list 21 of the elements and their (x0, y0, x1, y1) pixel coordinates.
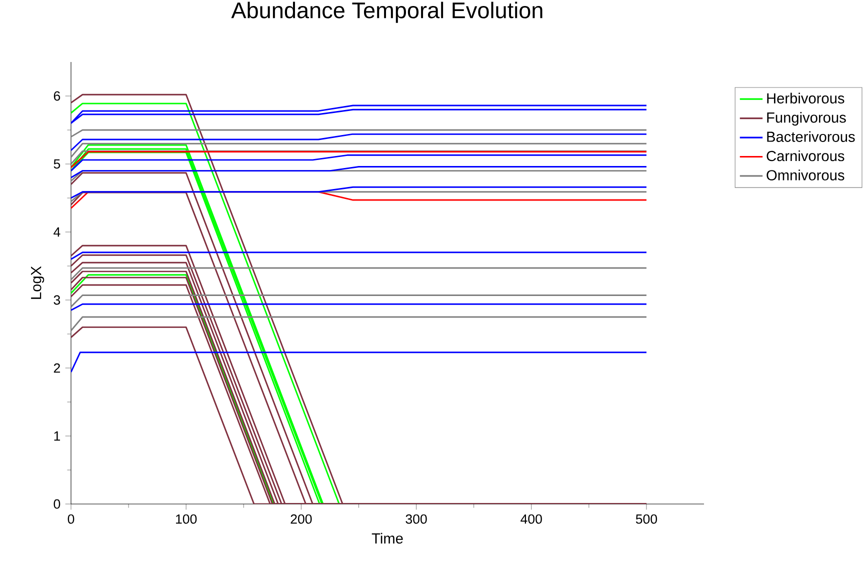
legend-label: Carnivorous (766, 150, 844, 162)
y-tick-label: 2 (54, 363, 60, 373)
y-tick-label: 0 (54, 499, 60, 509)
legend-label: Omnivorous (766, 170, 844, 180)
x-axis-title: Time (372, 532, 403, 544)
legend-label: Herbivorous (767, 92, 844, 104)
legend-label: Bacterivorous (767, 131, 855, 142)
chart-title: Abundance Temporal Evolution (231, 2, 542, 23)
x-tick-label: 300 (406, 514, 427, 524)
y-tick-label: 1 (54, 431, 60, 441)
x-tick-label: 500 (636, 514, 658, 524)
y-axis-title: LogX (31, 266, 44, 299)
y-tick-label: 4 (54, 227, 60, 237)
y-tick-label: 6 (54, 91, 60, 101)
y-tick-label: 3 (54, 295, 60, 305)
x-tick-label: 100 (176, 514, 197, 524)
legend-label: Fungivorous (767, 112, 846, 126)
y-tick-label: 5 (54, 159, 60, 169)
x-tick-label: 400 (520, 514, 542, 524)
x-tick-label: 0 (68, 514, 74, 524)
x-tick-label: 200 (290, 514, 312, 524)
